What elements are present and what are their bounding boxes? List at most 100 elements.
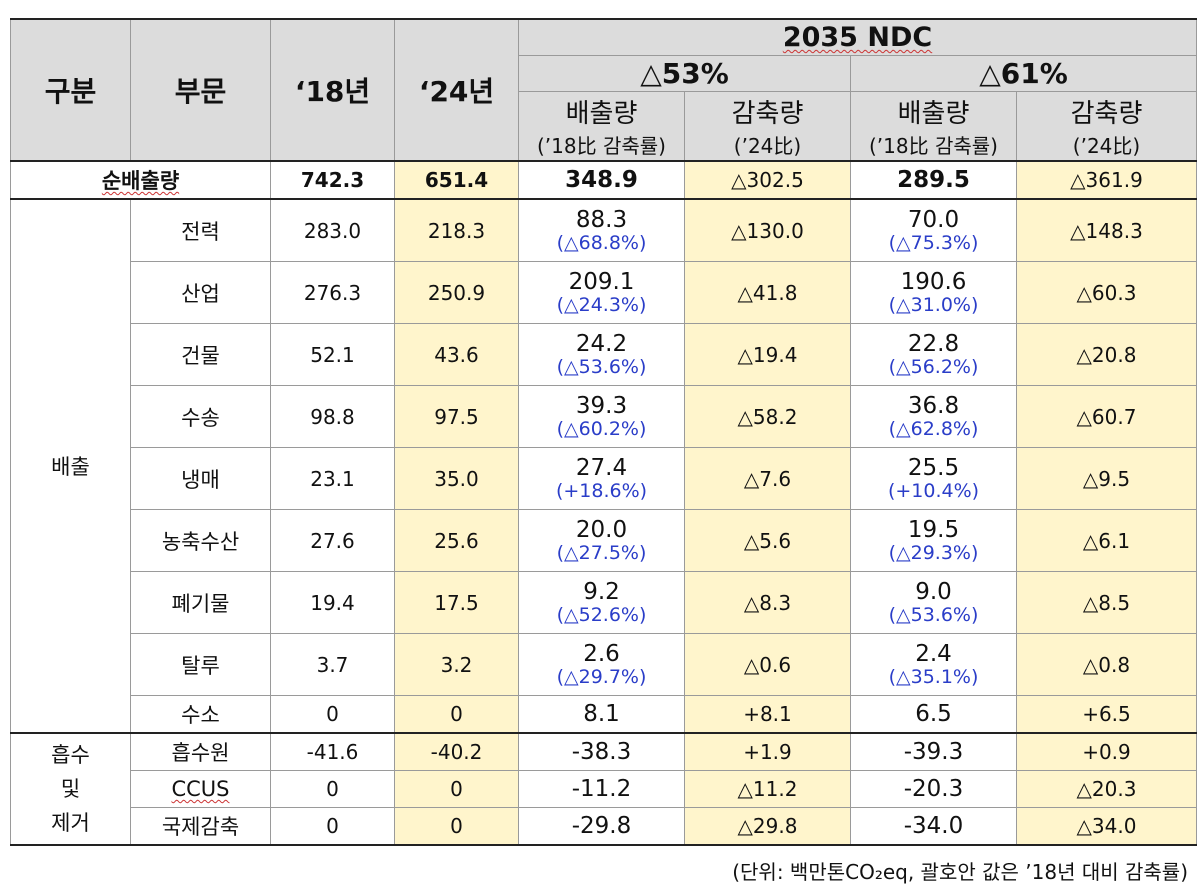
- value-2018: 0: [270, 695, 395, 733]
- value-2024: 0: [394, 770, 519, 808]
- emission-61: -20.3: [850, 770, 1017, 808]
- net-2024: 651.4: [394, 161, 519, 200]
- emission-53: 9.2 (△52.6%): [518, 571, 685, 634]
- rate-61: (△29.3%): [888, 541, 979, 564]
- value-2018: 0: [270, 770, 395, 808]
- value-2024: 97.5: [394, 385, 519, 448]
- unit-footnote: (단위: 백만톤CO₂eq, 괄호안 값은 ’18년 대비 감축률): [732, 860, 1188, 884]
- reduction-61: △20.8: [1016, 323, 1197, 386]
- rate-53: (+18.6%): [555, 479, 648, 502]
- reduction-61: △148.3: [1016, 198, 1197, 262]
- header-reduction-53: 감축량 (’24比): [684, 90, 851, 162]
- value-2024: 250.9: [394, 261, 519, 324]
- removal-row: 흡수 및 제거 흡수원 -41.6 -40.2 -38.3 +1.9 -39.3 +0.9: [10, 732, 1197, 846]
- rate-61: (△53.6%): [888, 603, 979, 626]
- ndc-emissions-table: 구분 부문 ‘18년 ‘24년 2035 NDC △53% △61% 배출량 (…: [10, 18, 1197, 846]
- rate-53: (△52.6%): [556, 603, 647, 626]
- rate-61: (△31.0%): [888, 293, 979, 316]
- emission-61: 190.6 (△31.0%): [850, 261, 1017, 324]
- emission-row: 냉매 23.1 35.0 27.4 (+18.6%) △7.6 25.5 (+10.4%) △9…: [11, 447, 1197, 510]
- value-2024: 218.3: [394, 198, 519, 262]
- header-emission-53: 배출량 (’18比 감축률): [518, 90, 685, 162]
- rate-53: (△53.6%): [556, 355, 647, 378]
- reduction-53: +8.1: [684, 695, 851, 733]
- value-2024: 0: [394, 695, 519, 733]
- net-emission-61: 289.5: [850, 161, 1017, 200]
- net-emission-row: 순배출량 742.3 651.4 348.9 △302.5 289.5 △361…: [10, 161, 1197, 200]
- value-2018: 3.7: [270, 633, 395, 696]
- emission-61: 70.0 (△75.3%): [850, 198, 1017, 262]
- emission-row: 산업 276.3 250.9 209.1 (△24.3%) △41.8 190.6 (△31.…: [11, 261, 1197, 324]
- header-2024: ‘24년: [394, 18, 519, 162]
- net-emission-label: 순배출량: [10, 161, 271, 200]
- value-2018: -41.6: [270, 732, 395, 771]
- removal-row: CCUS 0 0 -11.2 △11.2 -20.3 △20.3: [11, 770, 1197, 808]
- value-2024: 0: [394, 807, 519, 846]
- reduction-61: △60.7: [1016, 385, 1197, 448]
- reduction-61: △8.5: [1016, 571, 1197, 634]
- sector-label: 수송: [130, 385, 271, 448]
- rate-53: (△24.3%): [556, 293, 647, 316]
- sector-label: 탈루: [130, 633, 271, 696]
- value-2024: -40.2: [394, 732, 519, 771]
- rate-53: (△68.8%): [556, 231, 647, 254]
- emission-53: -11.2: [518, 770, 685, 808]
- emission-section: 배출 전력 283.0 218.3 88.3 (△68.8%) △130.0 70.0 (△75…: [10, 198, 1197, 733]
- rate-61: (△56.2%): [888, 355, 979, 378]
- value-2018: 19.4: [270, 571, 395, 634]
- reduction-61: △0.8: [1016, 633, 1197, 696]
- emission-61: 2.4 (△35.1%): [850, 633, 1017, 696]
- sector-label: 수소: [130, 695, 271, 733]
- rate-61: (+10.4%): [887, 479, 980, 502]
- header-reduction-61: 감축량 (’24比): [1016, 90, 1197, 162]
- reduction-53: △11.2: [684, 770, 851, 808]
- emission-53: -38.3: [518, 732, 685, 771]
- header-gubun: 구분: [10, 18, 131, 162]
- emission-61: 36.8 (△62.8%): [850, 385, 1017, 448]
- reduction-61: △34.0: [1016, 807, 1197, 846]
- emission-61: 9.0 (△53.6%): [850, 571, 1017, 634]
- reduction-53: △5.6: [684, 509, 851, 572]
- emission-61: -39.3: [850, 732, 1017, 771]
- value-2018: 98.8: [270, 385, 395, 448]
- reduction-61: +0.9: [1016, 732, 1197, 771]
- value-2018: 23.1: [270, 447, 395, 510]
- header-emission-61: 배출량 (’18比 감축률): [850, 90, 1017, 162]
- reduction-61: +6.5: [1016, 695, 1197, 733]
- reduction-61: △9.5: [1016, 447, 1197, 510]
- reduction-53: △8.3: [684, 571, 851, 634]
- emission-row: 농축수산 27.6 25.6 20.0 (△27.5%) △5.6 19.5 (△29.3%)…: [11, 509, 1197, 572]
- emission-53: 20.0 (△27.5%): [518, 509, 685, 572]
- rate-61: (△35.1%): [888, 665, 979, 688]
- sector-label: CCUS: [130, 770, 271, 808]
- sector-label: 냉매: [130, 447, 271, 510]
- value-2024: 3.2: [394, 633, 519, 696]
- value-2024: 35.0: [394, 447, 519, 510]
- net-reduction-61: △361.9: [1016, 161, 1197, 200]
- emission-61: 22.8 (△56.2%): [850, 323, 1017, 386]
- sector-label: 전력: [130, 198, 271, 262]
- reduction-53: △29.8: [684, 807, 851, 846]
- removal-section: 흡수 및 제거 흡수원 -41.6 -40.2 -38.3 +1.9 -39.3 +0.9 CCUS…: [10, 732, 1197, 846]
- value-2018: 283.0: [270, 198, 395, 262]
- header-ndc-2035: 2035 NDC: [518, 18, 1197, 56]
- emission-53: 8.1: [518, 695, 685, 733]
- rate-61: (△62.8%): [888, 417, 979, 440]
- emission-53: 39.3 (△60.2%): [518, 385, 685, 448]
- reduction-61: △20.3: [1016, 770, 1197, 808]
- emission-row: 탈루 3.7 3.2 2.6 (△29.7%) △0.6 2.4 (△35.1%) △0.8: [11, 633, 1197, 696]
- net-emission-53: 348.9: [518, 161, 685, 200]
- group-emission-label: 배출: [10, 199, 131, 733]
- emission-row: 폐기물 19.4 17.5 9.2 (△52.6%) △8.3 9.0 (△53.6%) △8.…: [11, 571, 1197, 634]
- emission-53: 88.3 (△68.8%): [518, 198, 685, 262]
- reduction-53: △7.6: [684, 447, 851, 510]
- emission-61: 19.5 (△29.3%): [850, 509, 1017, 572]
- value-2018: 0: [270, 807, 395, 846]
- header-scenario-53: △53%: [518, 54, 851, 92]
- value-2018: 276.3: [270, 261, 395, 324]
- emission-53: 24.2 (△53.6%): [518, 323, 685, 386]
- reduction-53: △19.4: [684, 323, 851, 386]
- rate-53: (△27.5%): [556, 541, 647, 564]
- reduction-53: △130.0: [684, 198, 851, 262]
